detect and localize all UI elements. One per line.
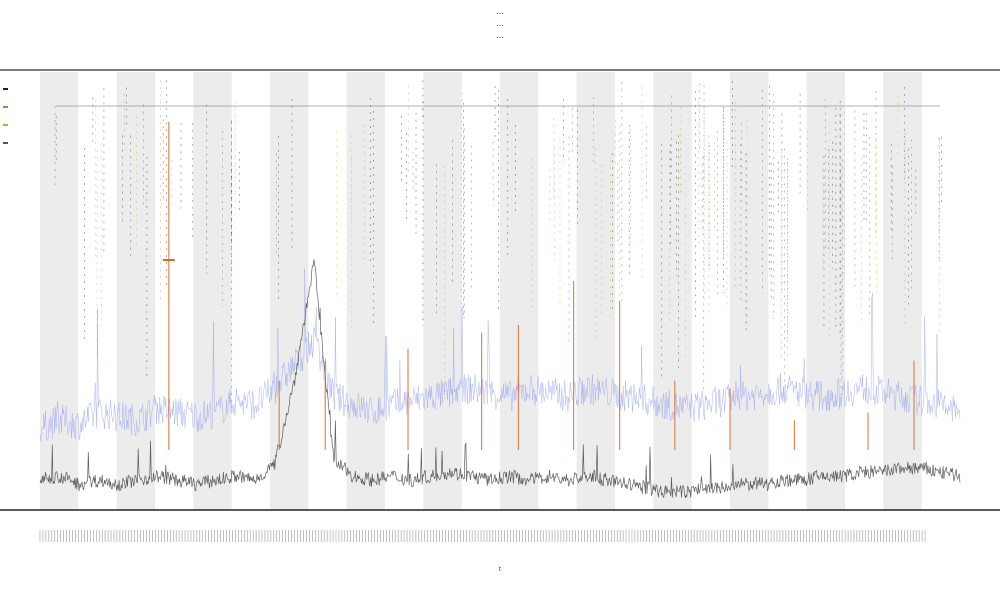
series-line-blue	[39, 268, 961, 442]
legend-item	[3, 100, 17, 118]
legend-item	[3, 136, 17, 154]
shaded-band	[500, 72, 539, 510]
legend-swatch	[3, 88, 8, 90]
shaded-band	[806, 72, 845, 510]
x-tick-marks	[39, 530, 926, 542]
legend-item	[3, 118, 17, 136]
shaded-band	[883, 72, 922, 510]
plot-frame	[0, 69, 1000, 511]
event-markers	[54, 80, 942, 408]
legend-swatch	[3, 106, 8, 108]
chart-title-block: … … …	[0, 6, 1000, 42]
shaded-bands	[40, 72, 922, 510]
chart-legend	[3, 82, 17, 154]
legend-swatch	[3, 142, 8, 144]
shaded-band	[730, 72, 769, 510]
legend-item	[3, 82, 17, 100]
shaded-band	[653, 72, 692, 510]
chart-subtitle-2: …	[496, 31, 504, 40]
legend-swatch	[3, 124, 8, 126]
series-lines	[39, 121, 961, 499]
chart-title: …	[496, 7, 504, 16]
shaded-band	[423, 72, 462, 510]
chart-subtitle-1: …	[496, 19, 504, 28]
shaded-band	[270, 72, 309, 510]
shaded-band	[576, 72, 615, 510]
shaded-band	[116, 72, 155, 510]
series-line-gray	[39, 259, 961, 499]
shaded-band	[346, 72, 385, 510]
x-axis-label: t	[498, 566, 502, 573]
shaded-band	[193, 72, 232, 510]
shaded-band	[40, 72, 79, 510]
